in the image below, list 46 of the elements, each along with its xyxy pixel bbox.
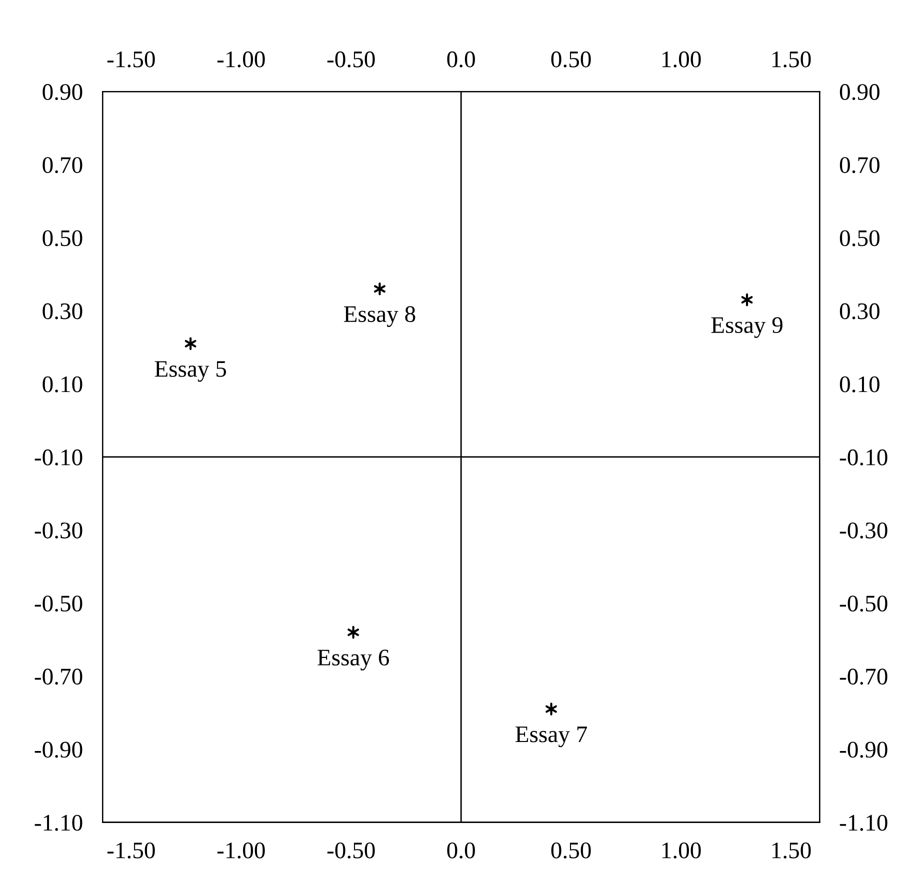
point xyxy=(374,282,386,296)
x-tick-label: -0.50 xyxy=(327,842,375,858)
y-tick-label: 0.10 xyxy=(42,376,82,392)
x2-tick-label: 0.50 xyxy=(551,51,591,68)
annotation: Essay 9 xyxy=(711,317,782,338)
y2-tick-label: -0.30 xyxy=(840,522,888,539)
x2-tick-label: -1.50 xyxy=(107,51,155,68)
point xyxy=(184,337,196,350)
y2-tick-label: 0.10 xyxy=(840,376,880,392)
point xyxy=(546,702,557,716)
x2-tick-label: 1.00 xyxy=(662,51,701,68)
x-tick-label: 0.0 xyxy=(447,842,475,858)
x-tick-label: -1.00 xyxy=(217,842,265,858)
y2-tick-label: -0.10 xyxy=(840,449,888,466)
annotation: Essay 6 xyxy=(318,650,389,670)
y-tick-label: -0.90 xyxy=(34,742,82,758)
y-tick-label: -0.70 xyxy=(34,668,82,685)
point xyxy=(741,293,753,306)
y-tick-label: 0.90 xyxy=(42,84,82,100)
x-tick-label: -1.50 xyxy=(107,842,155,858)
y-tick-label: 0.70 xyxy=(42,157,82,174)
x-tick-label: 1.00 xyxy=(662,842,701,858)
y2-tick-label: -0.90 xyxy=(840,742,888,758)
y-tick-label: -1.10 xyxy=(34,814,82,831)
annotation: Essay 5 xyxy=(154,361,226,382)
y2-tick-label: 0.30 xyxy=(840,303,880,320)
y2-tick-label: 0.90 xyxy=(840,84,880,100)
x2-tick-label: -0.50 xyxy=(327,51,375,68)
x-tick-label: 0.50 xyxy=(551,842,591,858)
y2-tick-label: -0.50 xyxy=(840,596,888,612)
x2-tick-label: -1.00 xyxy=(217,51,265,68)
y-tick-label: -0.30 xyxy=(34,522,82,539)
annotation: Essay 8 xyxy=(344,306,416,327)
x-tick-label: 1.50 xyxy=(772,842,811,858)
y-tick-label: -0.10 xyxy=(34,449,82,466)
annotation: Essay 7 xyxy=(516,726,587,748)
y2-tick-label: -0.70 xyxy=(840,668,888,685)
y-tick-label: 0.30 xyxy=(42,303,82,320)
y-tick-label: -0.50 xyxy=(34,596,82,612)
y2-tick-label: 0.70 xyxy=(840,157,880,174)
point xyxy=(348,626,360,639)
y2-tick-label: -1.10 xyxy=(840,814,888,831)
y2-tick-label: 0.50 xyxy=(840,230,880,246)
x2-tick-label: 1.50 xyxy=(772,51,811,68)
x2-tick-label: 0.0 xyxy=(447,51,475,68)
y-tick-label: 0.50 xyxy=(42,230,82,246)
